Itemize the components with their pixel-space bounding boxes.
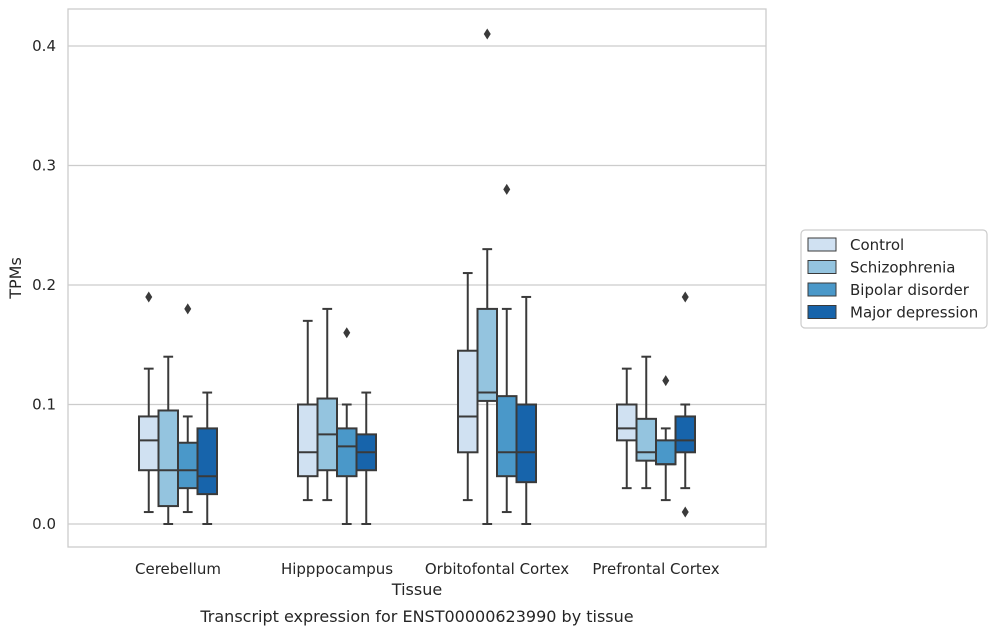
legend-swatch	[807, 305, 837, 319]
y-axis-label: TPMs	[6, 257, 25, 300]
box-body	[655, 439, 677, 466]
legend-label: Bipolar disorder	[850, 281, 970, 299]
box	[157, 355, 179, 525]
box	[515, 295, 537, 525]
y-tick-labels: 0.0 0.1 0.2 0.3 0.4	[32, 37, 56, 533]
box-series	[138, 28, 696, 525]
box	[138, 291, 160, 514]
box-body	[196, 427, 218, 496]
box-body	[336, 427, 358, 478]
box-body	[297, 403, 319, 478]
box	[674, 291, 696, 518]
series-major-depression	[196, 291, 696, 525]
y-tick-label: 0.2	[32, 276, 56, 294]
outlier-point	[681, 506, 689, 518]
legend-box	[800, 229, 988, 329]
box-body	[177, 441, 199, 490]
box-body	[457, 349, 479, 454]
box-body	[635, 417, 657, 462]
box	[336, 327, 358, 525]
x-tick-labels: Cerebellum Hipppocampus Orbitofontal Corte…	[135, 560, 720, 578]
legend-swatch	[807, 260, 837, 274]
legend: Control Schizophrenia Bipolar disorder Majo…	[800, 229, 988, 329]
x-axis-label: Tissue	[391, 580, 442, 599]
box-body	[515, 403, 537, 484]
outlier-point	[681, 291, 689, 303]
box-body	[616, 403, 638, 442]
box	[496, 183, 518, 514]
x-tick-label: Prefrontal Cortex	[592, 560, 719, 578]
plot-frame	[67, 8, 767, 548]
box	[177, 303, 199, 514]
outlier-point	[503, 183, 511, 195]
box-body	[138, 415, 160, 472]
y-tick-label: 0.0	[32, 515, 56, 533]
legend-swatch	[807, 237, 837, 252]
outlier-point	[145, 291, 153, 303]
series-schizophrenia	[157, 28, 657, 525]
x-tick-label: Hipppocampus	[281, 560, 393, 578]
outlier-point	[662, 375, 670, 387]
y-tick-label: 0.1	[32, 396, 56, 414]
legend-swatch	[807, 282, 837, 297]
grid-lines	[68, 45, 766, 525]
y-tick-label: 0.3	[32, 157, 56, 175]
legend-label: Control	[850, 236, 904, 254]
legend-label: Major depression	[850, 304, 978, 322]
box	[476, 28, 498, 525]
box-body	[157, 409, 179, 508]
x-tick-label: Cerebellum	[135, 560, 221, 578]
box	[655, 375, 677, 502]
legend-label: Schizophrenia	[850, 259, 955, 277]
outlier-point	[343, 327, 351, 339]
chart-caption: Transcript expression for ENST0000062399…	[199, 607, 633, 626]
box	[355, 391, 377, 525]
box	[457, 272, 479, 502]
box-body	[496, 395, 518, 478]
outlier-point	[184, 303, 192, 315]
box	[616, 367, 638, 490]
y-tick-label: 0.4	[32, 37, 56, 55]
box-body	[476, 307, 498, 402]
outlier-point	[483, 28, 491, 40]
box	[196, 391, 218, 525]
x-tick-label: Orbitofontal Cortex	[425, 560, 569, 578]
box	[297, 319, 319, 502]
box	[635, 355, 657, 490]
box-body	[674, 415, 696, 454]
series-bipolar-disorder	[177, 183, 677, 525]
box	[316, 307, 338, 502]
